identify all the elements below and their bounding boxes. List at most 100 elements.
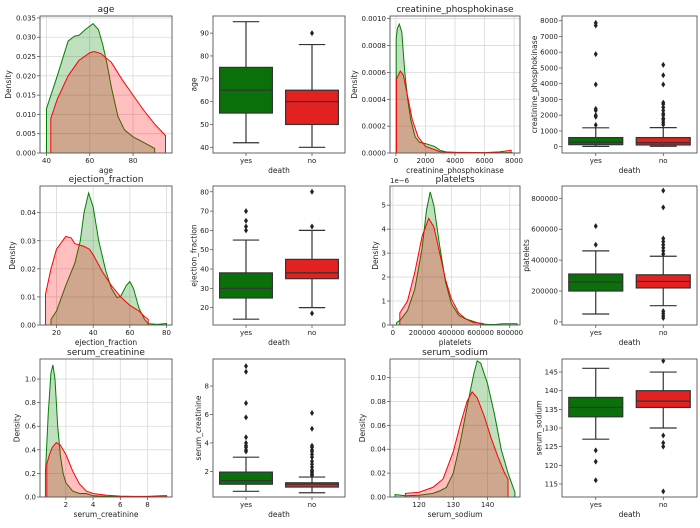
outlier-point — [310, 310, 314, 317]
axes-frame — [212, 185, 346, 326]
x-tick-label: 8000 — [505, 157, 523, 165]
x-axis-label: death — [268, 166, 290, 175]
outlier-point — [661, 81, 666, 88]
outlier-point — [661, 99, 666, 106]
y-tick-label: 8000 — [540, 17, 558, 25]
box-yes — [219, 363, 274, 492]
y-axis-label: serum_sodium — [534, 401, 543, 456]
y-tick-label: 0.020 — [16, 72, 36, 80]
density-fill-1 — [396, 71, 512, 153]
outlier-point — [593, 241, 598, 248]
axes-frame — [389, 358, 521, 498]
y-tick-label: 6 — [205, 411, 210, 419]
outlier-point — [593, 105, 598, 112]
box-no — [285, 188, 340, 317]
x-tick-label: no — [308, 157, 317, 165]
density-fill-1 — [45, 236, 149, 325]
y-tick-label: 1000 — [540, 127, 558, 135]
x-tick-label: 80 — [162, 329, 171, 337]
outlier-point — [244, 434, 248, 441]
outlier-point — [310, 410, 314, 417]
y-tick-label: 70 — [200, 208, 209, 216]
y-tick-label: 0.035 — [16, 14, 36, 22]
box-yes — [568, 367, 624, 484]
outlier-point — [310, 458, 314, 465]
x-tick-label: 120 — [412, 501, 425, 509]
x-tick-label: yes — [240, 157, 252, 165]
axes-frame — [212, 358, 346, 498]
outlier-point — [593, 112, 598, 119]
x-axis-label: death — [268, 510, 290, 519]
box-iqr — [635, 390, 691, 409]
outlier-point — [661, 308, 666, 315]
y-tick-label: 20 — [200, 304, 209, 312]
y-tick-label: 0.015 — [16, 92, 36, 100]
y-tick-label: 90 — [200, 30, 209, 38]
outlier-point — [593, 447, 598, 454]
x-tick-label: no — [659, 157, 668, 165]
y-axis-label: serum_creatinine — [194, 395, 203, 460]
box-yes — [568, 19, 624, 147]
subplot-ejection_fraction: 20 40 60 80 0.00 0.01 0.02 0.03 0.04 ejection_fra… — [8, 175, 173, 347]
x-axis-label: death — [619, 338, 641, 347]
x-axis-label: ejection_fraction — [75, 338, 138, 347]
x-tick-label: 600000 — [467, 329, 494, 337]
density-line-1 — [399, 217, 485, 325]
subplot-serum_sodium: yes no 115 120 125 130 135 140 145 death serum_sod… — [534, 357, 698, 519]
outlier-point — [661, 104, 666, 111]
y-axis-label: Density — [358, 413, 367, 442]
outlier-point — [661, 72, 666, 79]
outlier-point — [244, 400, 248, 407]
outlier-point — [244, 439, 248, 446]
density-fill-1 — [405, 391, 508, 497]
density-line-0 — [50, 191, 167, 325]
x-tick-label: yes — [240, 501, 252, 509]
outlier-point — [661, 110, 666, 117]
outlier-point — [593, 223, 598, 230]
y-tick-label: 3000 — [540, 96, 558, 104]
outlier-point — [310, 425, 314, 432]
y-axis-label: Density — [371, 241, 380, 270]
y-tick-label: 8 — [205, 383, 209, 391]
y-tick-label: 0.0006 — [362, 69, 387, 77]
y-tick-label: 130 — [545, 425, 558, 433]
x-tick-label: 0 — [391, 329, 395, 337]
subplot-title: serum_sodium — [422, 348, 488, 358]
x-tick-label: 140 — [481, 501, 494, 509]
y-tick-label: 50 — [200, 121, 209, 129]
x-axis-label: death — [619, 510, 641, 519]
y-offset-text: 1e−6 — [390, 177, 410, 185]
y-tick-label: 0.06 — [370, 422, 386, 430]
x-tick-label: 4000 — [446, 157, 464, 165]
outlier-point — [661, 107, 666, 114]
axes-frame — [561, 358, 698, 498]
box-iqr — [635, 136, 691, 146]
subplot-title: platelets — [435, 175, 474, 185]
subplot-platelets: 0 200000 400000 600000 800000 0 1 2 3 4 5 platelets… — [371, 175, 523, 347]
subplot-platelets: yes no 0 200000 400000 600000 800000 death plate… — [522, 185, 698, 347]
y-tick-label: 0.00 — [370, 494, 386, 502]
x-tick-label: no — [308, 329, 317, 337]
x-axis-label: serum_creatinine — [74, 510, 139, 519]
density-fill-0 — [396, 24, 512, 153]
x-tick-label: 130 — [447, 501, 460, 509]
y-axis-label: platelets — [522, 239, 531, 272]
y-tick-label: 5000 — [540, 64, 558, 72]
outlier-point — [661, 432, 666, 439]
y-axis-label: age — [190, 77, 199, 91]
subplot-title: serum_creatinine — [67, 348, 145, 358]
outlier-point — [661, 439, 666, 446]
box-iqr — [219, 471, 274, 485]
subplot-creatinine_phosphokinase: yes no 0 1000 2000 3000 4000 5000 6000 7000 8000 de… — [530, 15, 698, 175]
y-tick-label: 0.04 — [370, 446, 386, 454]
axes-frame — [212, 15, 346, 154]
y-tick-label: 60 — [200, 227, 209, 235]
y-tick-label: 0.0008 — [362, 42, 387, 50]
y-tick-label: 1 — [382, 298, 386, 306]
x-tick-label: 8 — [145, 501, 149, 509]
outlier-point — [661, 244, 666, 251]
y-tick-label: 7000 — [540, 33, 558, 41]
y-tick-label: 0.4 — [25, 446, 37, 454]
axes-frame — [39, 358, 173, 498]
density-line-0 — [396, 191, 518, 325]
